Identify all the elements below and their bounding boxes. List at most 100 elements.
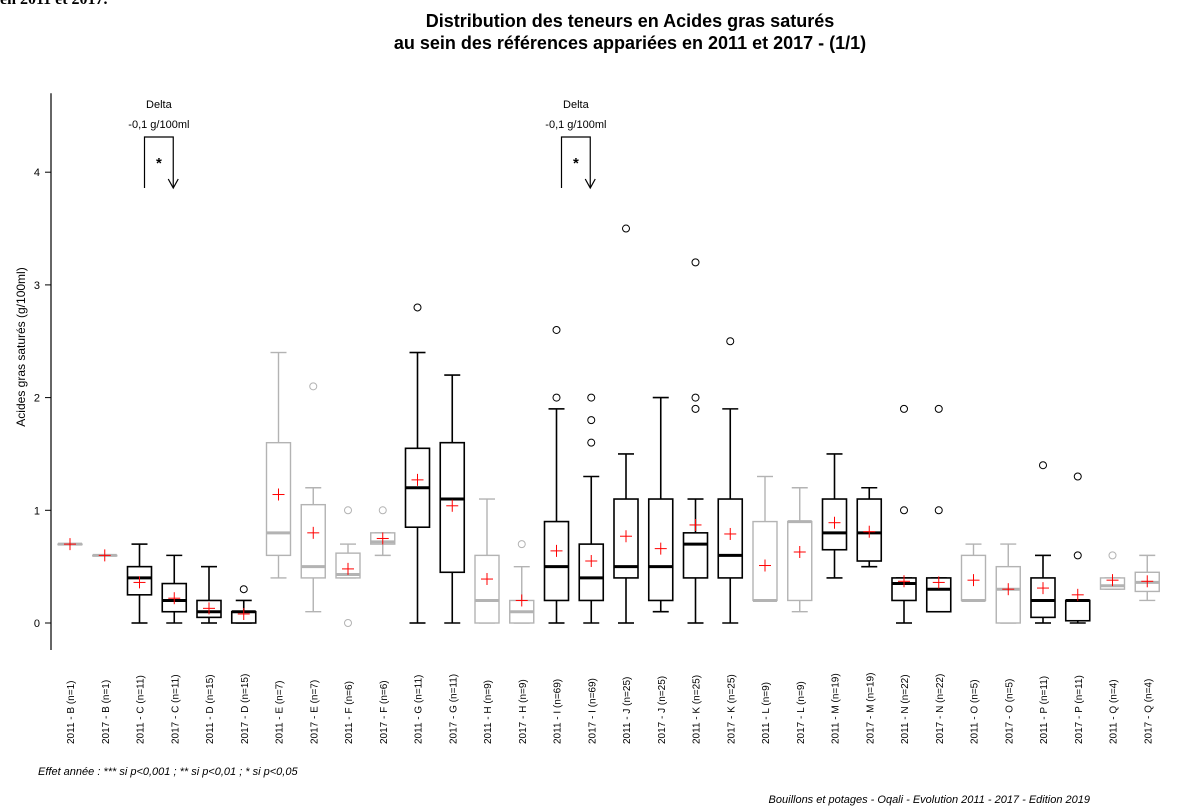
box-group [57,538,83,551]
y-tick-label: 0 [34,618,40,630]
x-tick-label: 2011 - H (n=9) [483,680,494,744]
outlier-point [691,404,700,413]
box-group [960,543,987,602]
significance-annotations: Delta -0,1 g/100ml * Delta -0,1 g/100ml * [128,99,606,190]
x-tick-label: 2011 - Q (n=4) [1109,679,1120,744]
delta-value: -0,1 g/100ml [545,119,606,131]
delta-bracket [560,136,591,188]
box-group [92,549,118,562]
x-tick-label: 2011 - L (n=9) [761,682,772,744]
x-tick-label: 2017 - B (n=1) [101,680,112,744]
outlier-point [587,416,596,425]
x-tick-label: 2011 - C (n=11) [136,675,147,744]
y-axis: 0 1 2 3 4 [34,93,52,650]
x-tick-label: 2011 - B (n=1) [66,681,77,744]
outlier-point [587,393,596,402]
box-group [196,565,222,624]
outlier-point [517,540,526,549]
box-group [821,453,848,579]
x-tick-label: 2011 - I (n=69) [553,679,564,744]
box-group [370,506,396,557]
x-tick-label: 2011 - K (n=25) [692,675,703,744]
box-group [335,506,361,627]
box-group [474,498,500,624]
x-tick-label: 2017 - P (n=11) [1074,675,1085,744]
outlier-point [622,224,630,233]
box-group [543,325,570,624]
x-tick-label: 2011 - P (n=11) [1039,676,1050,744]
outlier-point [344,619,352,627]
x-tick-label: 2017 - J (n=25) [657,676,668,744]
boxes [57,224,1160,627]
outlier-point [934,506,943,515]
x-tick-label: 2011 - N (n=22) [900,674,911,744]
delta-arrow-head [584,178,596,190]
x-tick-label: 2011 - J (n=25) [622,677,633,744]
box-group [578,393,605,624]
box [474,554,500,624]
delta-annotation: Delta -0,1 g/100ml * [545,99,606,190]
box [543,520,570,602]
y-axis-label: Acides gras saturés (g/100ml) [14,267,28,426]
box-group [995,543,1021,624]
x-tick-label: 2017 - D (n=15) [240,674,251,744]
delta-arrow-head [167,178,179,190]
x-tick-label: 2017 - N (n=22) [935,674,946,744]
box-group [126,543,153,624]
box-group [1064,472,1091,624]
x-tick-label: 2017 - M (n=19) [865,673,876,744]
x-tick-label: 2011 - M (n=19) [831,673,842,744]
box-group [891,404,917,624]
x-tick-label: 2011 - O (n=5) [970,679,981,744]
box-group [682,258,709,624]
x-tick-label: 2017 - G (n=11) [448,674,459,744]
significance-star: * [156,155,162,172]
outlier-point [344,506,352,515]
box-group [265,351,292,579]
outlier-point [309,382,318,391]
x-axis-labels: 2011 - B (n=1) 2017 - B (n=1) 2011 - C (n=… [66,673,1154,744]
outlier-point [934,404,943,413]
outlier-point [691,258,700,267]
delta-label: Delta [146,99,173,111]
box-group [925,404,952,613]
delta-annotation: Delta -0,1 g/100ml * [128,99,189,190]
box-group [787,487,813,613]
delta-bracket [143,136,174,188]
outlier-point [1073,551,1082,560]
box-group [717,337,744,624]
outlier-point [691,393,700,402]
y-tick-label: 1 [34,505,40,517]
box-group [1134,554,1160,602]
x-tick-label: 2011 - F (n=6) [344,681,355,744]
x-tick-label: 2017 - K (n=25) [726,674,737,744]
x-tick-label: 2017 - Q (n=4) [1143,679,1154,744]
box [787,520,813,602]
box-group [161,554,188,624]
outlier-point [900,506,908,515]
x-tick-label: 2017 - O (n=5) [1004,679,1015,744]
box [682,532,709,579]
x-tick-label: 2011 - E (n=7) [275,681,286,744]
outlier-point [587,438,596,447]
box-group [647,396,674,613]
box-group [230,585,257,624]
box-group [856,486,883,568]
x-tick-label: 2017 - I (n=69) [587,678,598,744]
x-tick-label: 2011 - D (n=15) [205,674,216,744]
box-group [1099,551,1126,590]
source-note: Bouillons et potages - Oqali - Evolution… [768,794,1090,806]
delta-label: Delta [563,99,590,111]
box [960,554,987,602]
outlier-point [900,404,908,413]
outlier-point [552,393,561,402]
outlier-point [239,585,248,594]
x-tick-label: 2017 - E (n=7) [309,680,320,744]
y-tick-label: 4 [34,167,40,179]
y-tick-label: 2 [34,393,40,405]
x-tick-label: 2017 - F (n=6) [379,680,390,744]
box-group [300,382,326,613]
box [578,543,605,602]
y-tick-label: 3 [34,280,40,292]
